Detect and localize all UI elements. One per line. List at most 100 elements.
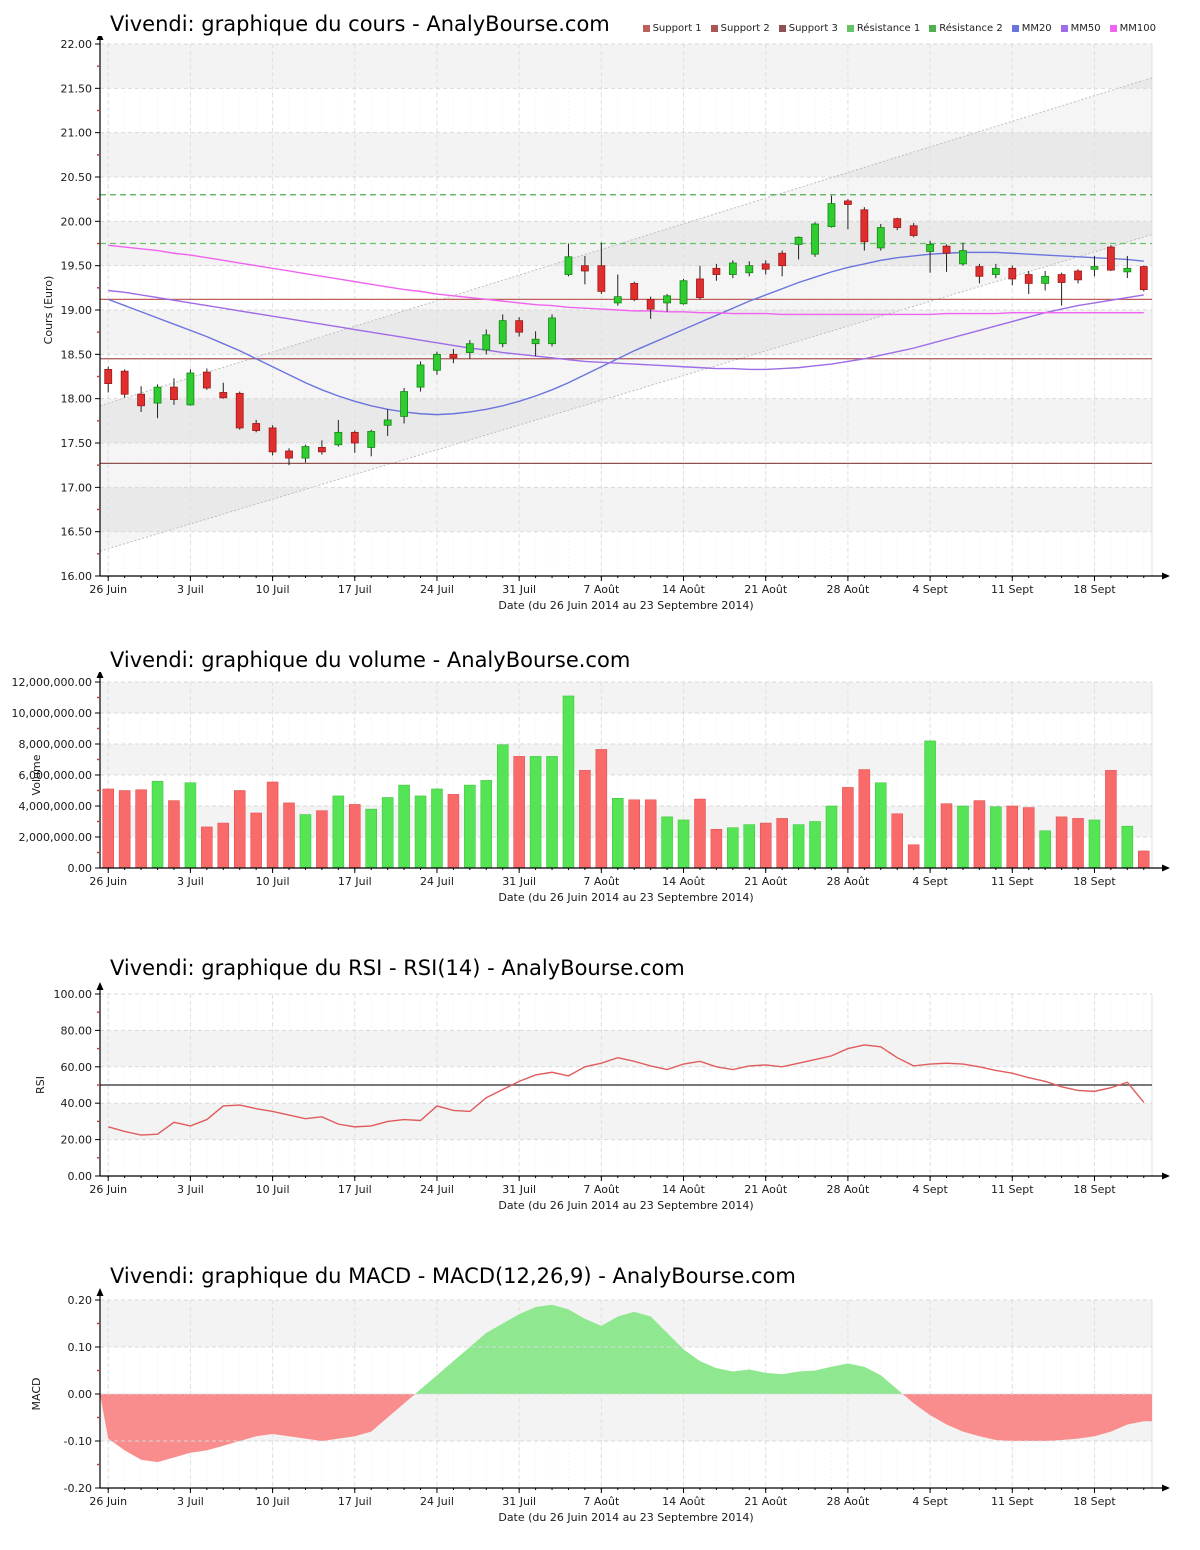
- svg-text:RSI: RSI: [34, 1076, 47, 1094]
- svg-text:18.00: 18.00: [61, 393, 93, 406]
- svg-text:21.00: 21.00: [61, 127, 93, 140]
- svg-text:3 Juil: 3 Juil: [177, 583, 204, 596]
- svg-text:24 Juil: 24 Juil: [420, 1183, 454, 1196]
- svg-text:17 Juil: 17 Juil: [338, 875, 372, 888]
- svg-text:3 Juil: 3 Juil: [177, 1183, 204, 1196]
- svg-text:Date (du 26 Juin 2014 au 23 Se: Date (du 26 Juin 2014 au 23 Septembre 20…: [498, 599, 753, 612]
- svg-text:-0.20: -0.20: [64, 1482, 92, 1495]
- svg-text:26 Juin: 26 Juin: [89, 1183, 127, 1196]
- rsi-chart-title: Vivendi: graphique du RSI - RSI(14) - An…: [110, 956, 685, 980]
- legend-swatch: [778, 25, 786, 32]
- volume-chart-title: Vivendi: graphique du volume - AnalyBour…: [110, 648, 631, 672]
- svg-text:28 Août: 28 Août: [826, 583, 870, 596]
- svg-text:28 Août: 28 Août: [826, 1183, 870, 1196]
- svg-text:14 Août: 14 Août: [662, 1183, 706, 1196]
- svg-text:17.50: 17.50: [61, 437, 93, 450]
- svg-text:10 Juil: 10 Juil: [256, 583, 290, 596]
- svg-text:31 Juil: 31 Juil: [502, 583, 536, 596]
- svg-text:21 Août: 21 Août: [744, 1183, 788, 1196]
- svg-text:0.00: 0.00: [68, 862, 93, 875]
- legend-label: Support 1: [652, 23, 702, 34]
- svg-text:0.10: 0.10: [68, 1341, 93, 1354]
- legend-label: Support 2: [720, 23, 770, 34]
- svg-text:11 Sept: 11 Sept: [991, 1183, 1034, 1196]
- macd-section: Vivendi: graphique du MACD - MACD(12,26,…: [0, 1264, 1200, 1538]
- svg-text:Cours (Euro): Cours (Euro): [42, 276, 55, 345]
- svg-text:2,000,000.00: 2,000,000.00: [19, 831, 92, 844]
- volume-bar-chart: 0.00 2,000,000.00 4,000,000.00 6,000,000.00…: [12, 672, 1170, 904]
- svg-text:60.00: 60.00: [61, 1061, 93, 1074]
- svg-text:10 Juil: 10 Juil: [256, 1495, 290, 1508]
- svg-text:4 Sept: 4 Sept: [912, 1495, 948, 1508]
- legend-swatch: [1109, 25, 1117, 32]
- svg-text:20.00: 20.00: [61, 1134, 93, 1147]
- cours-candlestick-chart: 16.00 16.50 17.00 17.50 18.00 18.50 19.00 19.50…: [42, 36, 1170, 612]
- svg-text:6,000,000.00: 6,000,000.00: [19, 769, 92, 782]
- svg-text:Date (du 26 Juin 2014 au 23 Se: Date (du 26 Juin 2014 au 23 Septembre 20…: [498, 891, 753, 904]
- svg-text:20.50: 20.50: [61, 171, 93, 184]
- cours-section: Vivendi: graphique du cours - AnalyBours…: [0, 0, 1200, 614]
- svg-text:17 Juil: 17 Juil: [338, 1183, 372, 1196]
- svg-text:26 Juin: 26 Juin: [89, 875, 127, 888]
- svg-text:11 Sept: 11 Sept: [991, 1495, 1034, 1508]
- svg-text:14 Août: 14 Août: [662, 583, 706, 596]
- svg-text:24 Juil: 24 Juil: [420, 583, 454, 596]
- svg-text:20.00: 20.00: [61, 215, 93, 228]
- cours-chart-title: Vivendi: graphique du cours - AnalyBours…: [110, 12, 610, 36]
- svg-text:Volume: Volume: [30, 754, 43, 795]
- legend-item-mm50: MM50: [1060, 23, 1101, 34]
- svg-text:19.50: 19.50: [61, 260, 93, 273]
- svg-text:7 Août: 7 Août: [583, 583, 620, 596]
- svg-text:Date (du 26 Juin 2014 au 23 Se: Date (du 26 Juin 2014 au 23 Septembre 20…: [498, 1199, 753, 1212]
- svg-text:24 Juil: 24 Juil: [420, 1495, 454, 1508]
- svg-text:26 Juin: 26 Juin: [89, 583, 127, 596]
- svg-text:3 Juil: 3 Juil: [177, 875, 204, 888]
- legend-item-mm20: MM20: [1011, 23, 1052, 34]
- rsi-line-chart: 0.00 20.00 40.00 60.00 80.00 100.00 26 Juin 3 J…: [34, 982, 1170, 1212]
- svg-text:0.20: 0.20: [68, 1294, 93, 1307]
- svg-text:21 Août: 21 Août: [744, 1495, 788, 1508]
- svg-text:18 Sept: 18 Sept: [1073, 1495, 1116, 1508]
- svg-text:100.00: 100.00: [54, 988, 93, 1001]
- legend-label: MM100: [1119, 23, 1156, 34]
- legend-label: Résistance 1: [856, 23, 921, 34]
- svg-text:11 Sept: 11 Sept: [991, 875, 1034, 888]
- legend-label: MM20: [1021, 23, 1052, 34]
- svg-text:12,000,000.00: 12,000,000.00: [12, 676, 92, 689]
- svg-text:4 Sept: 4 Sept: [912, 1183, 948, 1196]
- cours-chart-legend: Support 1 Support 2 Support 3 Résistance 1 R…: [642, 23, 1156, 36]
- legend-item-mm100: MM100: [1109, 23, 1156, 34]
- svg-text:31 Juil: 31 Juil: [502, 1183, 536, 1196]
- svg-text:17 Juil: 17 Juil: [338, 583, 372, 596]
- svg-text:16.50: 16.50: [61, 526, 93, 539]
- legend-label: Support 3: [788, 23, 838, 34]
- legend-item-support-3: Support 3: [778, 23, 838, 34]
- svg-text:3 Juil: 3 Juil: [177, 1495, 204, 1508]
- svg-text:14 Août: 14 Août: [662, 1495, 706, 1508]
- svg-text:4 Sept: 4 Sept: [912, 875, 948, 888]
- macd-chart-title: Vivendi: graphique du MACD - MACD(12,26,…: [110, 1264, 796, 1288]
- svg-text:14 Août: 14 Août: [662, 875, 706, 888]
- legend-swatch: [846, 25, 854, 32]
- svg-text:7 Août: 7 Août: [583, 1183, 620, 1196]
- svg-text:21 Août: 21 Août: [744, 583, 788, 596]
- svg-text:31 Juil: 31 Juil: [502, 1495, 536, 1508]
- svg-text:21.50: 21.50: [61, 82, 93, 95]
- volume-section: Vivendi: graphique du volume - AnalyBour…: [0, 648, 1200, 922]
- svg-text:10 Juil: 10 Juil: [256, 1183, 290, 1196]
- svg-text:17 Juil: 17 Juil: [338, 1495, 372, 1508]
- svg-text:4 Sept: 4 Sept: [912, 583, 948, 596]
- svg-text:-0.10: -0.10: [64, 1435, 92, 1448]
- svg-text:7 Août: 7 Août: [583, 1495, 620, 1508]
- svg-text:10,000,000.00: 10,000,000.00: [12, 707, 92, 720]
- legend-item-support-1: Support 1: [642, 23, 702, 34]
- svg-text:40.00: 40.00: [61, 1097, 93, 1110]
- svg-text:11 Sept: 11 Sept: [991, 583, 1034, 596]
- svg-text:10 Juil: 10 Juil: [256, 875, 290, 888]
- svg-text:18 Sept: 18 Sept: [1073, 1183, 1116, 1196]
- rsi-section: Vivendi: graphique du RSI - RSI(14) - An…: [0, 956, 1200, 1230]
- macd-area-chart: -0.20 -0.10 0.00 0.10 0.20 26 Juin 3 Juil 10 Ju…: [30, 1288, 1170, 1524]
- svg-text:7 Août: 7 Août: [583, 875, 620, 888]
- svg-text:22.00: 22.00: [61, 38, 93, 51]
